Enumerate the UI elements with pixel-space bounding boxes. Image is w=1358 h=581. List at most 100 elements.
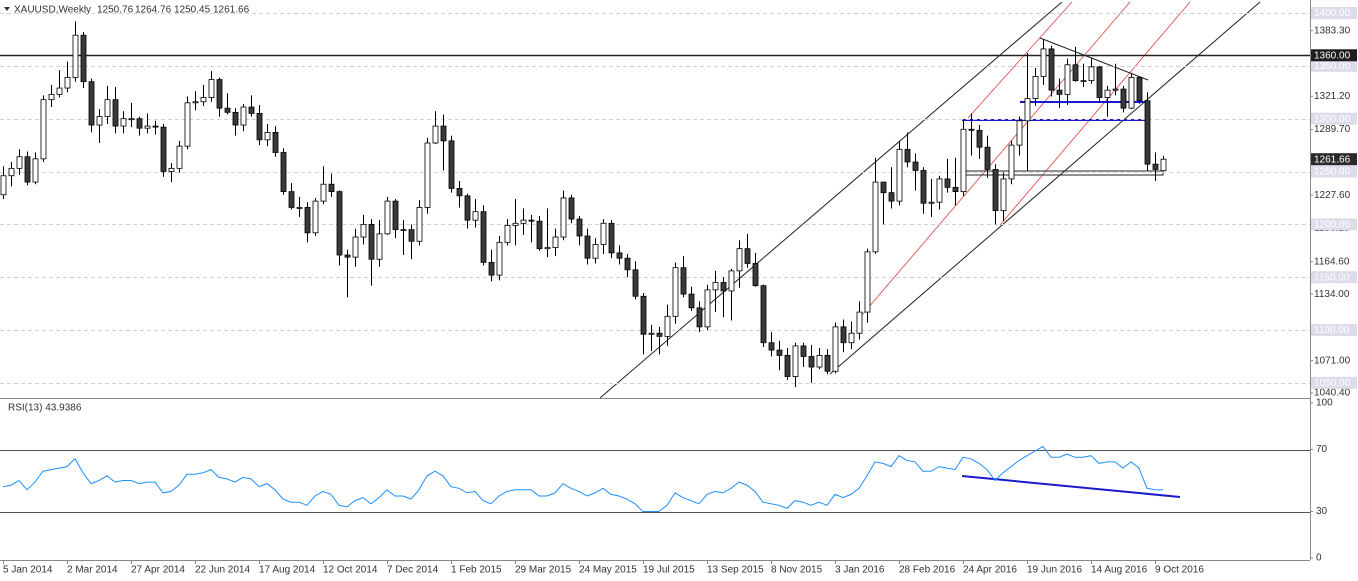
candle-body <box>472 211 479 221</box>
x-tick-label: 7 Dec 2014 <box>387 565 439 576</box>
candle-body <box>936 178 943 203</box>
candle-body <box>608 222 615 254</box>
candle-body <box>992 169 999 212</box>
candle-body <box>8 167 15 177</box>
price-label-box <box>1311 271 1357 284</box>
symbol-title: XAUUSD,Weekly <box>14 5 91 16</box>
candle-body <box>112 99 119 127</box>
x-tick-label: 12 Oct 2014 <box>323 565 378 576</box>
candle-body <box>496 241 503 276</box>
candle-body <box>648 332 655 335</box>
candle-body <box>312 200 319 234</box>
candle-body <box>200 97 207 103</box>
candle-body <box>416 207 423 242</box>
candle-body <box>944 178 951 188</box>
candle-body <box>832 326 839 372</box>
candle-body <box>544 247 551 250</box>
x-tick-label: 8 Nov 2015 <box>771 565 823 576</box>
candle-body <box>640 295 647 335</box>
candle-body <box>24 156 31 183</box>
x-tick-label: 3 Jan 2016 <box>835 565 885 576</box>
candle-body <box>1104 89 1111 98</box>
candle-body <box>440 125 447 142</box>
candle-body <box>344 254 351 258</box>
x-tick-label: 19 Jun 2016 <box>1027 565 1082 576</box>
candle-body <box>768 342 775 351</box>
candle-body <box>616 252 623 259</box>
candle-body <box>904 148 911 163</box>
candle-body <box>88 81 95 126</box>
candle-body <box>360 223 367 238</box>
candle-body <box>624 257 631 271</box>
price-label-box <box>1311 153 1357 166</box>
candle-body <box>656 332 663 337</box>
candle-body <box>144 125 151 129</box>
candle-body <box>1112 88 1119 91</box>
x-tick-label: 24 Apr 2016 <box>963 565 1017 576</box>
candle-body <box>272 132 279 153</box>
rsi-line <box>2 445 1164 512</box>
candle-body <box>328 183 335 193</box>
price-label-box <box>1311 218 1357 231</box>
price-label-box <box>1311 6 1357 19</box>
x-tick-label: 29 Mar 2015 <box>515 565 572 576</box>
candle-body <box>48 93 55 101</box>
candle-body <box>1096 66 1103 98</box>
candle-body <box>56 87 63 95</box>
candle-body <box>736 248 743 272</box>
candle-body <box>680 267 687 295</box>
candle-body <box>40 99 47 160</box>
candle-body <box>808 356 815 368</box>
y-tick-label: 1040.40 <box>1314 388 1351 399</box>
candle-body <box>64 77 71 89</box>
x-tick-label: 19 Jul 2015 <box>643 565 695 576</box>
price-label: 1250.00 <box>1314 167 1351 178</box>
candle-body <box>800 345 807 357</box>
candle-body <box>504 225 511 243</box>
candle-body <box>184 102 191 147</box>
candle-body <box>432 125 439 144</box>
candle-body <box>560 197 567 238</box>
candle-body <box>456 188 463 197</box>
candle-body <box>448 140 455 189</box>
pitchfork-line <box>999 1 1191 226</box>
triangle-line <box>1039 37 1149 81</box>
x-tick-label: 5 Jan 2014 <box>3 565 53 576</box>
rsi-title: RSI(13) 43.9386 <box>8 403 82 414</box>
price-label-box <box>1311 324 1357 337</box>
y-tick-label: 1321.20 <box>1314 91 1351 102</box>
y-tick-label: 30 <box>1316 506 1328 517</box>
candle-body <box>1160 158 1167 172</box>
x-tick-label: 22 Jun 2014 <box>195 565 250 576</box>
candle-body <box>1072 64 1079 82</box>
collapse-icon[interactable] <box>4 7 10 11</box>
y-tick-label: 1164.60 <box>1314 256 1350 267</box>
price-label-box <box>1311 49 1357 62</box>
candle-body <box>288 191 295 208</box>
ohlc-high: 1264.76 <box>135 5 172 16</box>
candle-body <box>128 118 135 121</box>
candle-body <box>296 207 303 209</box>
candle-body <box>984 146 991 170</box>
candle-body <box>528 219 535 222</box>
candle-body <box>232 111 239 126</box>
price-label-box <box>1311 59 1357 72</box>
candle-body <box>824 355 831 372</box>
y-tick-label: 1383.30 <box>1314 25 1351 36</box>
candle-body <box>744 248 751 264</box>
candle-body <box>688 293 695 309</box>
candle-body <box>192 101 199 104</box>
candle-body <box>376 233 383 260</box>
x-tick-label: 13 Sep 2015 <box>707 565 764 576</box>
candle-body <box>264 132 271 141</box>
candle-body <box>872 181 879 253</box>
candle-body <box>712 282 719 291</box>
price-label: 1360.00 <box>1314 50 1351 61</box>
candle-body <box>720 282 727 292</box>
candle-body <box>776 349 783 356</box>
candle-body <box>1152 163 1159 170</box>
candle-body <box>960 128 967 193</box>
y-tick-label: 0 <box>1316 553 1322 564</box>
x-tick-label: 9 Oct 2016 <box>1155 565 1204 576</box>
